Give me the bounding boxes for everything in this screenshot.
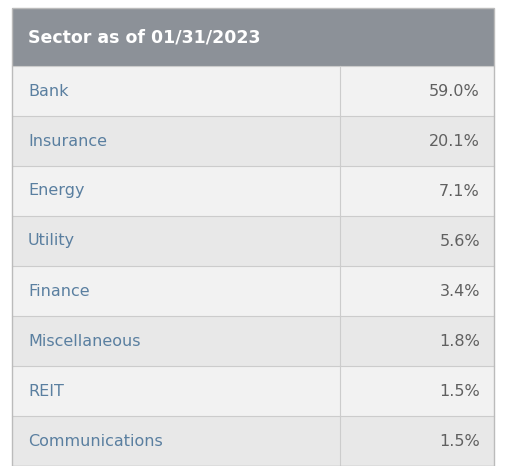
Bar bbox=[12, 316, 493, 366]
Text: Finance: Finance bbox=[28, 283, 89, 299]
Bar bbox=[12, 116, 493, 166]
Text: 59.0%: 59.0% bbox=[428, 83, 479, 98]
Text: Sector as of 01/31/2023: Sector as of 01/31/2023 bbox=[28, 28, 260, 46]
Text: 3.4%: 3.4% bbox=[439, 283, 479, 299]
Text: 1.5%: 1.5% bbox=[438, 384, 479, 398]
Bar bbox=[12, 366, 493, 416]
Text: Communications: Communications bbox=[28, 433, 163, 448]
Text: Energy: Energy bbox=[28, 184, 84, 199]
Text: Utility: Utility bbox=[28, 233, 75, 248]
Text: 5.6%: 5.6% bbox=[438, 233, 479, 248]
Text: 1.8%: 1.8% bbox=[438, 334, 479, 349]
Bar bbox=[12, 266, 493, 316]
Text: 20.1%: 20.1% bbox=[428, 133, 479, 149]
Text: 1.5%: 1.5% bbox=[438, 433, 479, 448]
Bar bbox=[12, 66, 493, 116]
Bar bbox=[12, 216, 493, 266]
Text: Bank: Bank bbox=[28, 83, 68, 98]
Bar bbox=[12, 8, 493, 66]
Text: 7.1%: 7.1% bbox=[438, 184, 479, 199]
Bar bbox=[12, 416, 493, 466]
Bar bbox=[12, 166, 493, 216]
Text: REIT: REIT bbox=[28, 384, 64, 398]
Text: Insurance: Insurance bbox=[28, 133, 107, 149]
Text: Miscellaneous: Miscellaneous bbox=[28, 334, 140, 349]
